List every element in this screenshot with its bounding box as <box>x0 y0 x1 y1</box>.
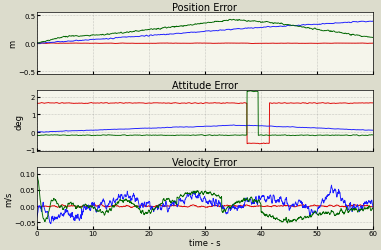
Title: Position Error: Position Error <box>173 4 237 14</box>
Y-axis label: m/s: m/s <box>3 190 13 206</box>
Y-axis label: deg: deg <box>14 113 24 129</box>
X-axis label: time - s: time - s <box>189 238 221 246</box>
Title: Attitude Error: Attitude Error <box>172 80 238 90</box>
Title: Velocity Error: Velocity Error <box>172 158 237 168</box>
Y-axis label: m: m <box>8 40 17 48</box>
